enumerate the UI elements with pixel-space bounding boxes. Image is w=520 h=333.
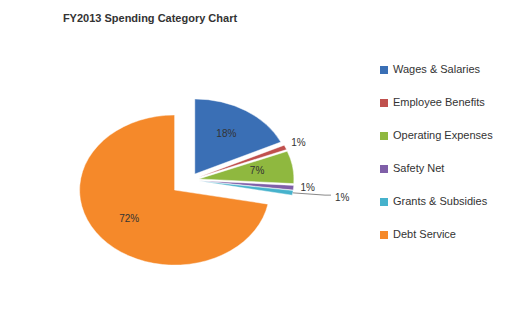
data-label: 1% [335, 192, 350, 203]
legend-item: Wages & Salaries [380, 63, 481, 75]
legend-item: Debt Service [380, 228, 456, 240]
slice-group [80, 115, 268, 265]
legend-label: Employee Benefits [393, 96, 485, 108]
slice [80, 115, 268, 265]
legend: Wages & Salaries Employee Benefits Operati… [380, 63, 493, 240]
legend-item: Operating Expenses [380, 129, 493, 141]
legend-item: Employee Benefits [380, 96, 485, 108]
slice [199, 151, 294, 183]
legend-swatch [380, 198, 388, 206]
legend-swatch [380, 99, 388, 107]
legend-label: Debt Service [393, 228, 456, 240]
legend-swatch [380, 66, 388, 74]
legend-label: Wages & Salaries [393, 63, 481, 75]
slice [199, 181, 294, 190]
legend-swatch [380, 132, 388, 140]
slice [199, 181, 293, 195]
slice-group [199, 151, 294, 183]
legend-swatch [380, 165, 388, 173]
legend-label: Safety Net [393, 162, 444, 174]
pie [80, 99, 294, 265]
chart: FY2013 Spending Category Chart18%1%7%1%1… [0, 0, 520, 333]
legend-item: Grants & Subsidies [380, 195, 488, 207]
legend-label: Operating Expenses [393, 129, 493, 141]
data-labels: 18% 1% 7% 1% 1% 72% [119, 128, 349, 224]
data-label: 72% [119, 213, 139, 224]
data-label: 18% [216, 128, 236, 139]
slice-group [199, 181, 294, 190]
slice-group [199, 181, 293, 195]
legend-label: Grants & Subsidies [393, 195, 488, 207]
data-label: 7% [250, 165, 265, 176]
leader-line [293, 193, 331, 195]
legend-swatch [380, 231, 388, 239]
data-label: 1% [291, 137, 306, 148]
legend-item: Safety Net [380, 162, 444, 174]
data-label: 1% [300, 182, 315, 193]
title: FY2013 Spending Category Chart [63, 12, 238, 24]
